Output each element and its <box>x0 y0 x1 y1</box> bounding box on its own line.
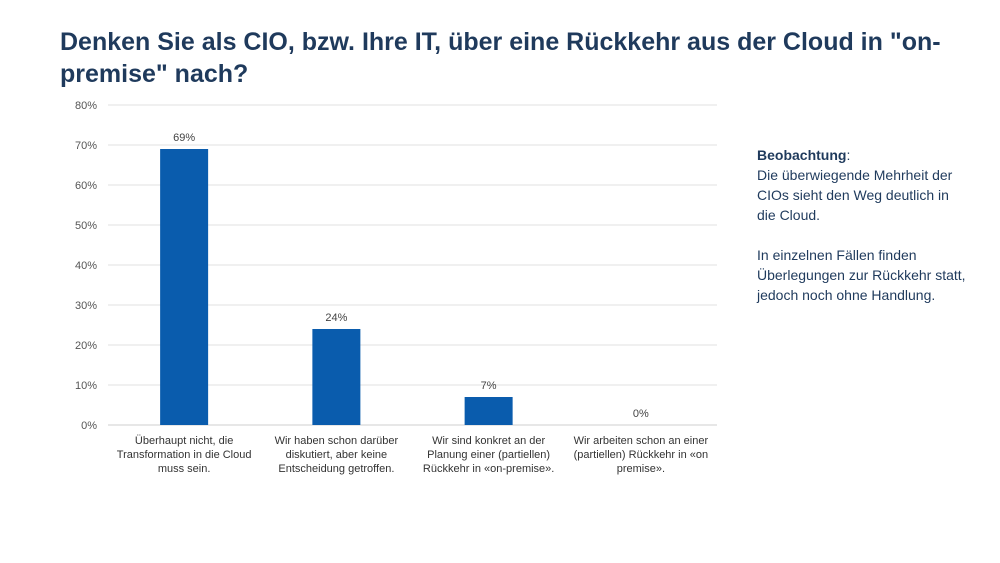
data-label-3: 7% <box>481 380 497 392</box>
x-label-1: Überhaupt nicht, die Transformation in d… <box>109 434 259 476</box>
data-labels: 69% 24% 7% 0% <box>173 132 649 420</box>
observation-text-1: Die überwiegende Mehrheit der CIOs sieht… <box>757 167 952 223</box>
observation-text-2: In einzelnen Fällen finden Überlegungen … <box>757 247 966 303</box>
bars <box>160 149 513 425</box>
y-tick-label: 20% <box>75 340 97 352</box>
data-label-2: 24% <box>325 312 347 324</box>
observation-heading: Beobachtung <box>757 147 846 163</box>
bar-2 <box>312 329 360 425</box>
x-label-4: Wir arbeiten schon an einer (partiellen)… <box>566 434 716 476</box>
bar-3 <box>465 397 513 425</box>
bar-1 <box>160 149 208 425</box>
y-tick-label: 70% <box>75 140 97 152</box>
x-label-2: Wir haben schon darüber diskutiert, aber… <box>261 434 411 476</box>
x-label-3: Wir sind konkret an der Planung einer (p… <box>414 434 564 476</box>
y-tick-label: 60% <box>75 180 97 192</box>
observation-box: Beobachtung: Die überwiegende Mehrheit d… <box>757 145 967 325</box>
y-tick-label: 80% <box>75 100 97 112</box>
y-tick-label: 50% <box>75 220 97 232</box>
y-tick-label: 10% <box>75 380 97 392</box>
data-label-1: 69% <box>173 132 195 144</box>
observation-heading-colon: : <box>846 147 850 163</box>
y-tick-label: 0% <box>81 420 97 432</box>
y-axis-ticks: 0% 10% 20% 30% 40% 50% 60% 70% 80% <box>75 100 97 432</box>
y-tick-label: 30% <box>75 300 97 312</box>
data-label-4: 0% <box>633 408 649 420</box>
y-tick-label: 40% <box>75 260 97 272</box>
